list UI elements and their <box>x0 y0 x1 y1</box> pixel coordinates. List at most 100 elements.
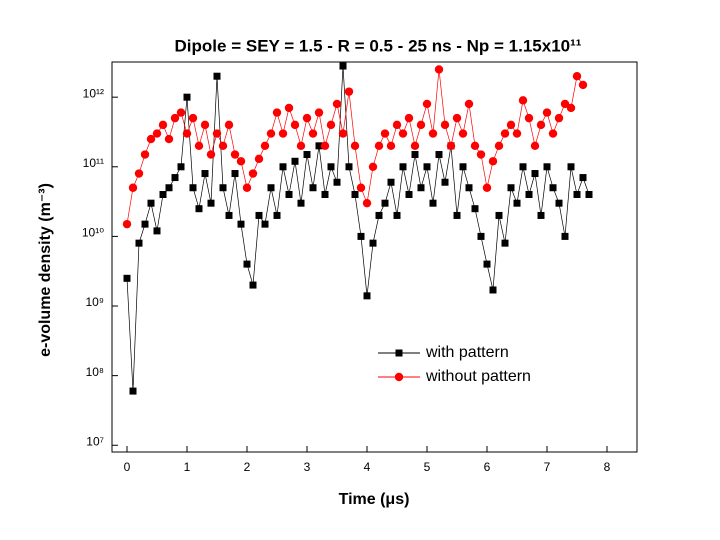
data-point <box>248 169 258 178</box>
data-point <box>321 190 329 198</box>
data-point <box>446 141 456 151</box>
y-tick-label: 10⁹ <box>86 295 105 309</box>
data-point <box>417 184 425 192</box>
data-point <box>237 220 245 228</box>
data-point <box>303 151 311 159</box>
data-point <box>236 157 246 166</box>
data-point <box>231 170 239 178</box>
x-tick-label: 5 <box>424 460 431 474</box>
data-point <box>218 141 228 151</box>
data-point <box>146 134 156 144</box>
data-point <box>381 199 389 207</box>
data-point <box>363 292 371 300</box>
data-point <box>458 129 468 138</box>
data-point <box>273 211 281 219</box>
data-point <box>309 184 317 192</box>
data-point <box>332 99 342 109</box>
data-point <box>188 113 198 123</box>
data-point <box>464 99 474 109</box>
data-point <box>158 120 168 130</box>
data-point <box>201 170 209 178</box>
data-point <box>345 163 353 171</box>
data-point <box>357 232 365 240</box>
data-point <box>285 190 293 198</box>
data-point <box>548 129 558 138</box>
data-point <box>314 108 324 117</box>
data-point <box>459 163 467 171</box>
x-tick-label: 3 <box>304 460 311 474</box>
data-point <box>255 211 263 219</box>
data-point <box>320 141 330 151</box>
data-point <box>494 141 504 151</box>
data-point <box>356 183 366 192</box>
data-point <box>338 129 348 138</box>
data-point <box>224 120 234 130</box>
data-point <box>488 157 498 166</box>
data-point <box>441 178 449 186</box>
data-point <box>128 183 138 192</box>
data-point <box>153 227 161 235</box>
data-point <box>122 219 132 229</box>
data-point <box>308 129 318 138</box>
data-point <box>512 129 522 138</box>
data-point <box>260 141 270 151</box>
data-point <box>284 103 294 113</box>
chart-title: Dipole = SEY = 1.5 - R = 0.5 - 25 ns - N… <box>175 36 582 55</box>
data-point <box>147 199 155 207</box>
data-point <box>465 184 473 192</box>
data-point <box>230 150 240 159</box>
x-tick-label: 2 <box>244 460 251 474</box>
data-point <box>374 141 384 151</box>
data-point <box>530 141 540 151</box>
y-tick-label: 10¹⁰ <box>82 226 104 240</box>
data-point <box>560 99 570 109</box>
data-point <box>278 129 288 138</box>
x-tick-label: 8 <box>604 460 611 474</box>
data-point <box>561 232 569 240</box>
x-tick-label: 7 <box>544 460 551 474</box>
data-point <box>212 129 222 138</box>
data-point <box>579 174 587 182</box>
data-point <box>566 103 576 113</box>
data-point <box>519 163 527 171</box>
data-point <box>297 199 305 207</box>
data-point <box>315 142 323 150</box>
data-point <box>398 129 408 138</box>
data-point <box>344 87 354 96</box>
data-point <box>422 99 432 109</box>
data-point <box>555 199 563 207</box>
legend-marker <box>395 349 403 357</box>
legend-label: without pattern <box>425 368 531 385</box>
data-point <box>554 113 564 123</box>
data-point <box>506 120 516 130</box>
data-point <box>141 220 149 228</box>
data-point <box>135 239 143 247</box>
data-point <box>195 205 203 213</box>
data-point <box>296 141 306 151</box>
data-point <box>368 162 378 171</box>
data-point <box>375 211 383 219</box>
data-point <box>543 163 551 171</box>
data-point <box>489 286 497 294</box>
y-tick-label: 10¹² <box>83 86 104 100</box>
y-axis-label: e-volume density (m⁻³) <box>37 183 54 357</box>
data-point <box>578 80 588 90</box>
series-line <box>126 65 590 392</box>
data-point <box>123 274 131 282</box>
data-point <box>249 281 257 289</box>
data-point <box>362 198 372 208</box>
data-point <box>254 154 264 164</box>
data-point <box>261 220 269 228</box>
data-point <box>525 190 533 198</box>
data-point <box>129 387 137 395</box>
data-point <box>531 170 539 178</box>
data-point <box>549 184 557 192</box>
data-point <box>482 183 492 192</box>
data-point <box>267 184 275 192</box>
data-point <box>140 150 150 159</box>
data-point <box>423 163 431 171</box>
data-point <box>152 129 162 138</box>
x-tick-label: 4 <box>364 460 371 474</box>
x-axis-label: Time (μs) <box>339 491 410 508</box>
